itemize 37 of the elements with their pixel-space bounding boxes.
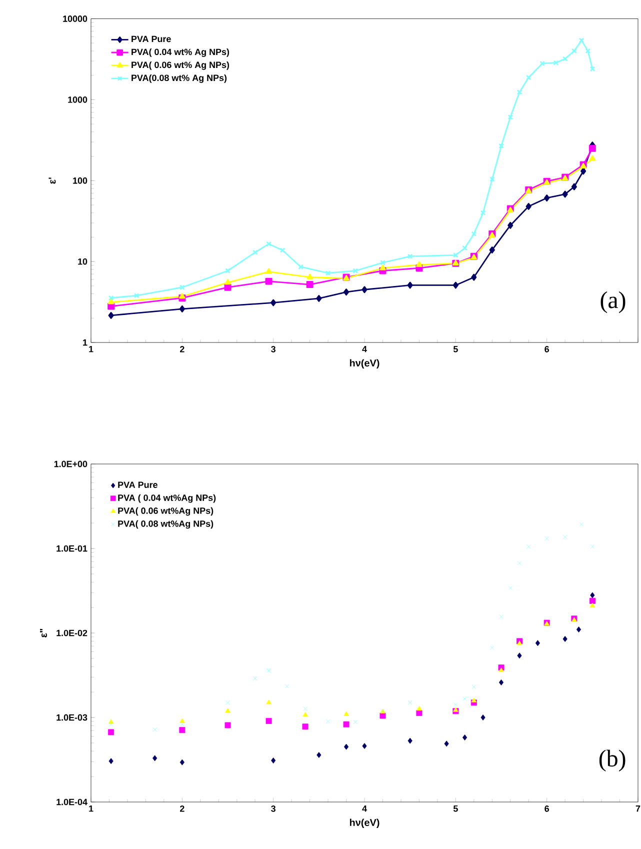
y-axis-title: ε" (40, 628, 47, 638)
x-tick-label: 7 (636, 806, 640, 812)
x-tick-label: 1 (89, 806, 94, 812)
x-tick-label: 1 (89, 346, 94, 352)
annotation: (a) (600, 291, 626, 314)
x-tick-label: 6 (544, 346, 549, 352)
y-tick-label: 1.0E-03 (56, 714, 88, 721)
legend-label: PVA Pure (132, 36, 171, 42)
x-tick-label: 2 (180, 806, 184, 812)
legend-label: PVA( 0.04 wt% Ag NPs) (132, 48, 230, 57)
x-axis-title: hν(eV) (350, 818, 380, 828)
x-axis-title: hν(eV) (350, 359, 380, 368)
x-tick-label: 5 (453, 346, 458, 352)
legend-label: PVA(0.08 wt% Ag NPs) (132, 74, 227, 83)
x-tick-label: 3 (271, 346, 276, 352)
x-tick-label: 5 (453, 806, 458, 812)
y-tick-label: 1.0E+00 (54, 460, 88, 468)
x-tick-label: 3 (271, 806, 276, 812)
x-tick-label: 4 (362, 346, 367, 352)
legend-label: PVA( 0.08 wt%Ag NPs) (118, 520, 214, 529)
legend-label: PVA Pure (118, 482, 158, 488)
y-tick-label: 1.0E-01 (56, 545, 88, 552)
y-tick-label: 1.0E-02 (56, 630, 88, 636)
legend-label: PVA( 0.06 wt%Ag NPs) (118, 507, 214, 516)
x-tick-label: 2 (180, 346, 184, 352)
legend-label: PVA( 0.06 wt% Ag NPs) (132, 61, 230, 70)
y-axis-title: ε' (48, 178, 56, 184)
x-tick-label: 4 (362, 806, 367, 812)
y-tick-label: 1 (83, 339, 88, 346)
y-tick-label: 1000 (68, 96, 88, 103)
y-tick-label: 10000 (63, 16, 88, 22)
y-tick-label: 100 (73, 177, 88, 184)
y-tick-label: 10 (78, 258, 88, 265)
legend-label: PVA ( 0.04 wt%Ag NPs) (118, 494, 216, 503)
x-tick-label: 6 (544, 806, 549, 812)
y-tick-label: 1.0E-04 (56, 798, 88, 806)
annotation: (b) (599, 750, 626, 772)
